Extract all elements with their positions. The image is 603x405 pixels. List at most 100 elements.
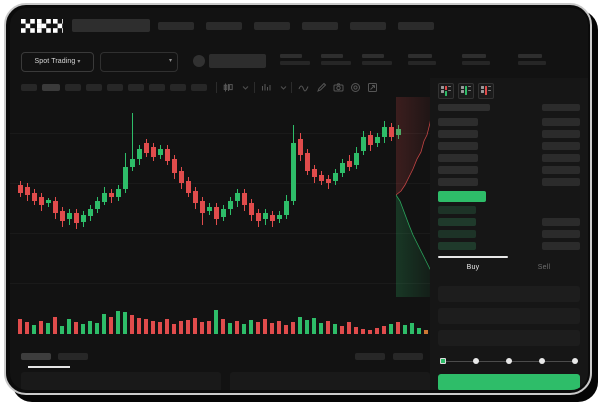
place-buy-order-button[interactable] [438,374,580,390]
toolbar-divider [254,82,255,93]
orderbook-mode-both[interactable] [438,83,454,99]
slider-node-75[interactable] [539,358,545,364]
candle [123,97,128,297]
indicators-icon[interactable] [261,82,272,93]
candle-body [291,143,296,201]
orders-tab-2[interactable] [58,353,88,360]
orderbook-price-cell [438,230,476,238]
ticker-bar: Spot Trading ▾ ▾ [10,44,588,78]
orders-action-1[interactable] [355,353,385,360]
nav-item-5[interactable] [350,22,386,30]
stat-24h-high [321,54,351,65]
stat-value [518,61,546,65]
timeframe-button-2[interactable] [42,84,60,91]
gridline [10,233,430,234]
nav-item-1[interactable] [158,22,194,30]
volume-bar [74,322,78,334]
candle [165,97,170,297]
fullscreen-icon[interactable] [367,82,378,93]
search-input[interactable] [72,19,150,32]
candle-body [165,149,170,161]
coin-avatar [193,55,205,67]
nav-item-2[interactable] [206,22,242,30]
orders-action-2[interactable] [393,353,423,360]
volume-bar [25,322,29,334]
candle-body [361,137,366,151]
orderbook-ask-row[interactable] [438,142,580,150]
orderbook-bid-row[interactable] [438,242,580,250]
candle-body [179,171,184,183]
nav-item-6[interactable] [398,22,434,30]
order-type-field[interactable] [438,286,580,302]
pair-selector[interactable]: ▾ [100,52,178,72]
gridline [10,133,430,134]
chevron-down-icon[interactable] [278,82,289,93]
orderbook-ask-row[interactable] [438,130,580,138]
orderbook-amount-cell [542,230,580,238]
candle [354,97,359,297]
timeframe-button-4[interactable] [86,84,102,91]
candle-body [144,143,149,153]
candle-body [95,201,100,209]
volume-bar [417,328,421,334]
orderbook-ask-row[interactable] [438,154,580,162]
orderbook-ask-row[interactable] [438,118,580,126]
candle-body [116,189,121,197]
tab-sell[interactable]: Sell [537,264,551,271]
candle-type-icon[interactable] [223,82,234,93]
gridline [10,183,430,184]
orderbook-bid-row[interactable] [438,230,580,238]
open-orders-panel[interactable] [21,372,221,390]
nav-item-4[interactable] [302,22,338,30]
candle [39,97,44,297]
orderbook-ask-row[interactable] [438,178,580,186]
okx-logo[interactable] [21,19,63,33]
nav-item-3[interactable] [254,22,290,30]
price-field[interactable] [438,308,580,324]
slider-node-100[interactable] [572,358,578,364]
orderbook-ask-row[interactable] [438,166,580,174]
orders-tab-1[interactable] [21,353,51,360]
candle [333,97,338,297]
candle [130,97,135,297]
volume-bar [158,322,162,334]
tab-buy[interactable]: Buy [466,264,480,271]
orderbook-price-cell [438,242,476,250]
slider-node-50[interactable] [506,358,512,364]
timeframe-button-6[interactable] [128,84,144,91]
order-history-panel[interactable] [230,372,430,390]
volume-bar [312,318,316,334]
drawing-pencil-icon[interactable] [316,82,327,93]
orderbook-bid-row[interactable] [438,218,580,226]
candle-body [193,191,198,203]
timeframe-button-1[interactable] [21,84,37,91]
candle-body [242,193,247,205]
volume-bar [32,325,36,334]
volume-bar [298,317,302,334]
timeframe-button-8[interactable] [170,84,186,91]
volume-bar [256,322,260,334]
orderbook-column-headers [438,104,580,111]
volume-bar [396,322,400,334]
line-style-icon[interactable] [298,82,309,93]
orderbook-mode-bids[interactable] [458,83,474,99]
order-percent-slider[interactable] [440,358,578,366]
timeframe-button-9[interactable] [191,84,207,91]
timeframe-button-3[interactable] [65,84,81,91]
chevron-down-icon[interactable] [240,82,251,93]
market-type-selector[interactable]: Spot Trading ▾ [21,52,94,72]
amount-field[interactable] [438,330,580,346]
timeframe-button-7[interactable] [149,84,165,91]
camera-icon[interactable] [333,82,344,93]
slider-node-25[interactable] [473,358,479,364]
slider-node-0[interactable] [440,358,446,364]
volume-bar [214,310,218,334]
candle [263,97,268,297]
orderbook-bid-row[interactable] [438,206,580,214]
price-chart[interactable] [10,97,430,297]
settings-gear-icon[interactable] [350,82,361,93]
stat-label [280,54,302,58]
orderbook-mode-asks[interactable] [478,83,494,99]
timeframe-button-5[interactable] [107,84,123,91]
candle-body [354,153,359,165]
